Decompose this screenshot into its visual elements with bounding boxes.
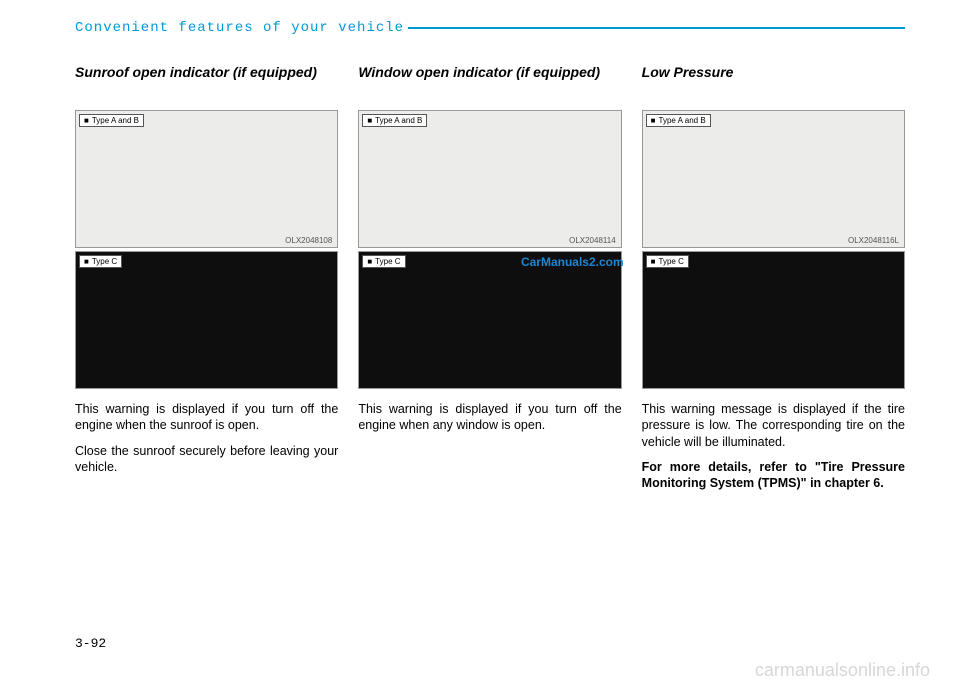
column-window: Window open indicator (if equipped) Type…	[358, 64, 621, 491]
type-tag: Type A and B	[79, 114, 144, 127]
sunroof-figure-ab: Type A and B OLX2048108	[75, 110, 338, 248]
sunroof-text-1: This warning is displayed if you turn of…	[75, 401, 338, 434]
watermark-text: CarManuals2.com	[521, 255, 624, 269]
sunroof-figure-c: Type C	[75, 251, 338, 389]
header-title: Convenient features of your vehicle	[75, 20, 404, 36]
page-header: Convenient features of your vehicle	[75, 20, 905, 36]
figure-code: OLX2048114	[569, 236, 616, 245]
figure-code: OLX2048116L	[848, 236, 899, 245]
type-tag: Type C	[646, 255, 689, 268]
sunroof-text-2: Close the sunroof securely before leavin…	[75, 443, 338, 476]
type-tag: Type C	[79, 255, 122, 268]
page-number: 3-92	[75, 636, 106, 651]
pressure-figure-ab: Type A and B OLX2048116L	[642, 110, 905, 248]
site-watermark: carmanualsonline.info	[755, 660, 930, 681]
window-figure-c: Type C CarManuals2.com	[358, 251, 621, 389]
figure-code: OLX2048108	[285, 236, 332, 245]
column-pressure: Low Pressure Type A and B OLX2048116L Ty…	[642, 64, 905, 491]
pressure-heading: Low Pressure	[642, 64, 905, 100]
type-tag: Type A and B	[646, 114, 711, 127]
window-heading: Window open indicator (if equipped)	[358, 64, 621, 100]
header-rule	[408, 27, 905, 29]
column-sunroof: Sunroof open indicator (if equipped) Typ…	[75, 64, 338, 491]
window-text-1: This warning is displayed if you turn of…	[358, 401, 621, 434]
type-tag: Type C	[362, 255, 405, 268]
pressure-text-2: For more details, refer to "Tire Pressur…	[642, 459, 905, 492]
content-columns: Sunroof open indicator (if equipped) Typ…	[75, 64, 905, 491]
window-figure-ab: Type A and B OLX2048114	[358, 110, 621, 248]
type-tag: Type A and B	[362, 114, 427, 127]
pressure-figure-c: Type C	[642, 251, 905, 389]
sunroof-heading: Sunroof open indicator (if equipped)	[75, 64, 338, 100]
pressure-text-1: This warning message is displayed if the…	[642, 401, 905, 450]
